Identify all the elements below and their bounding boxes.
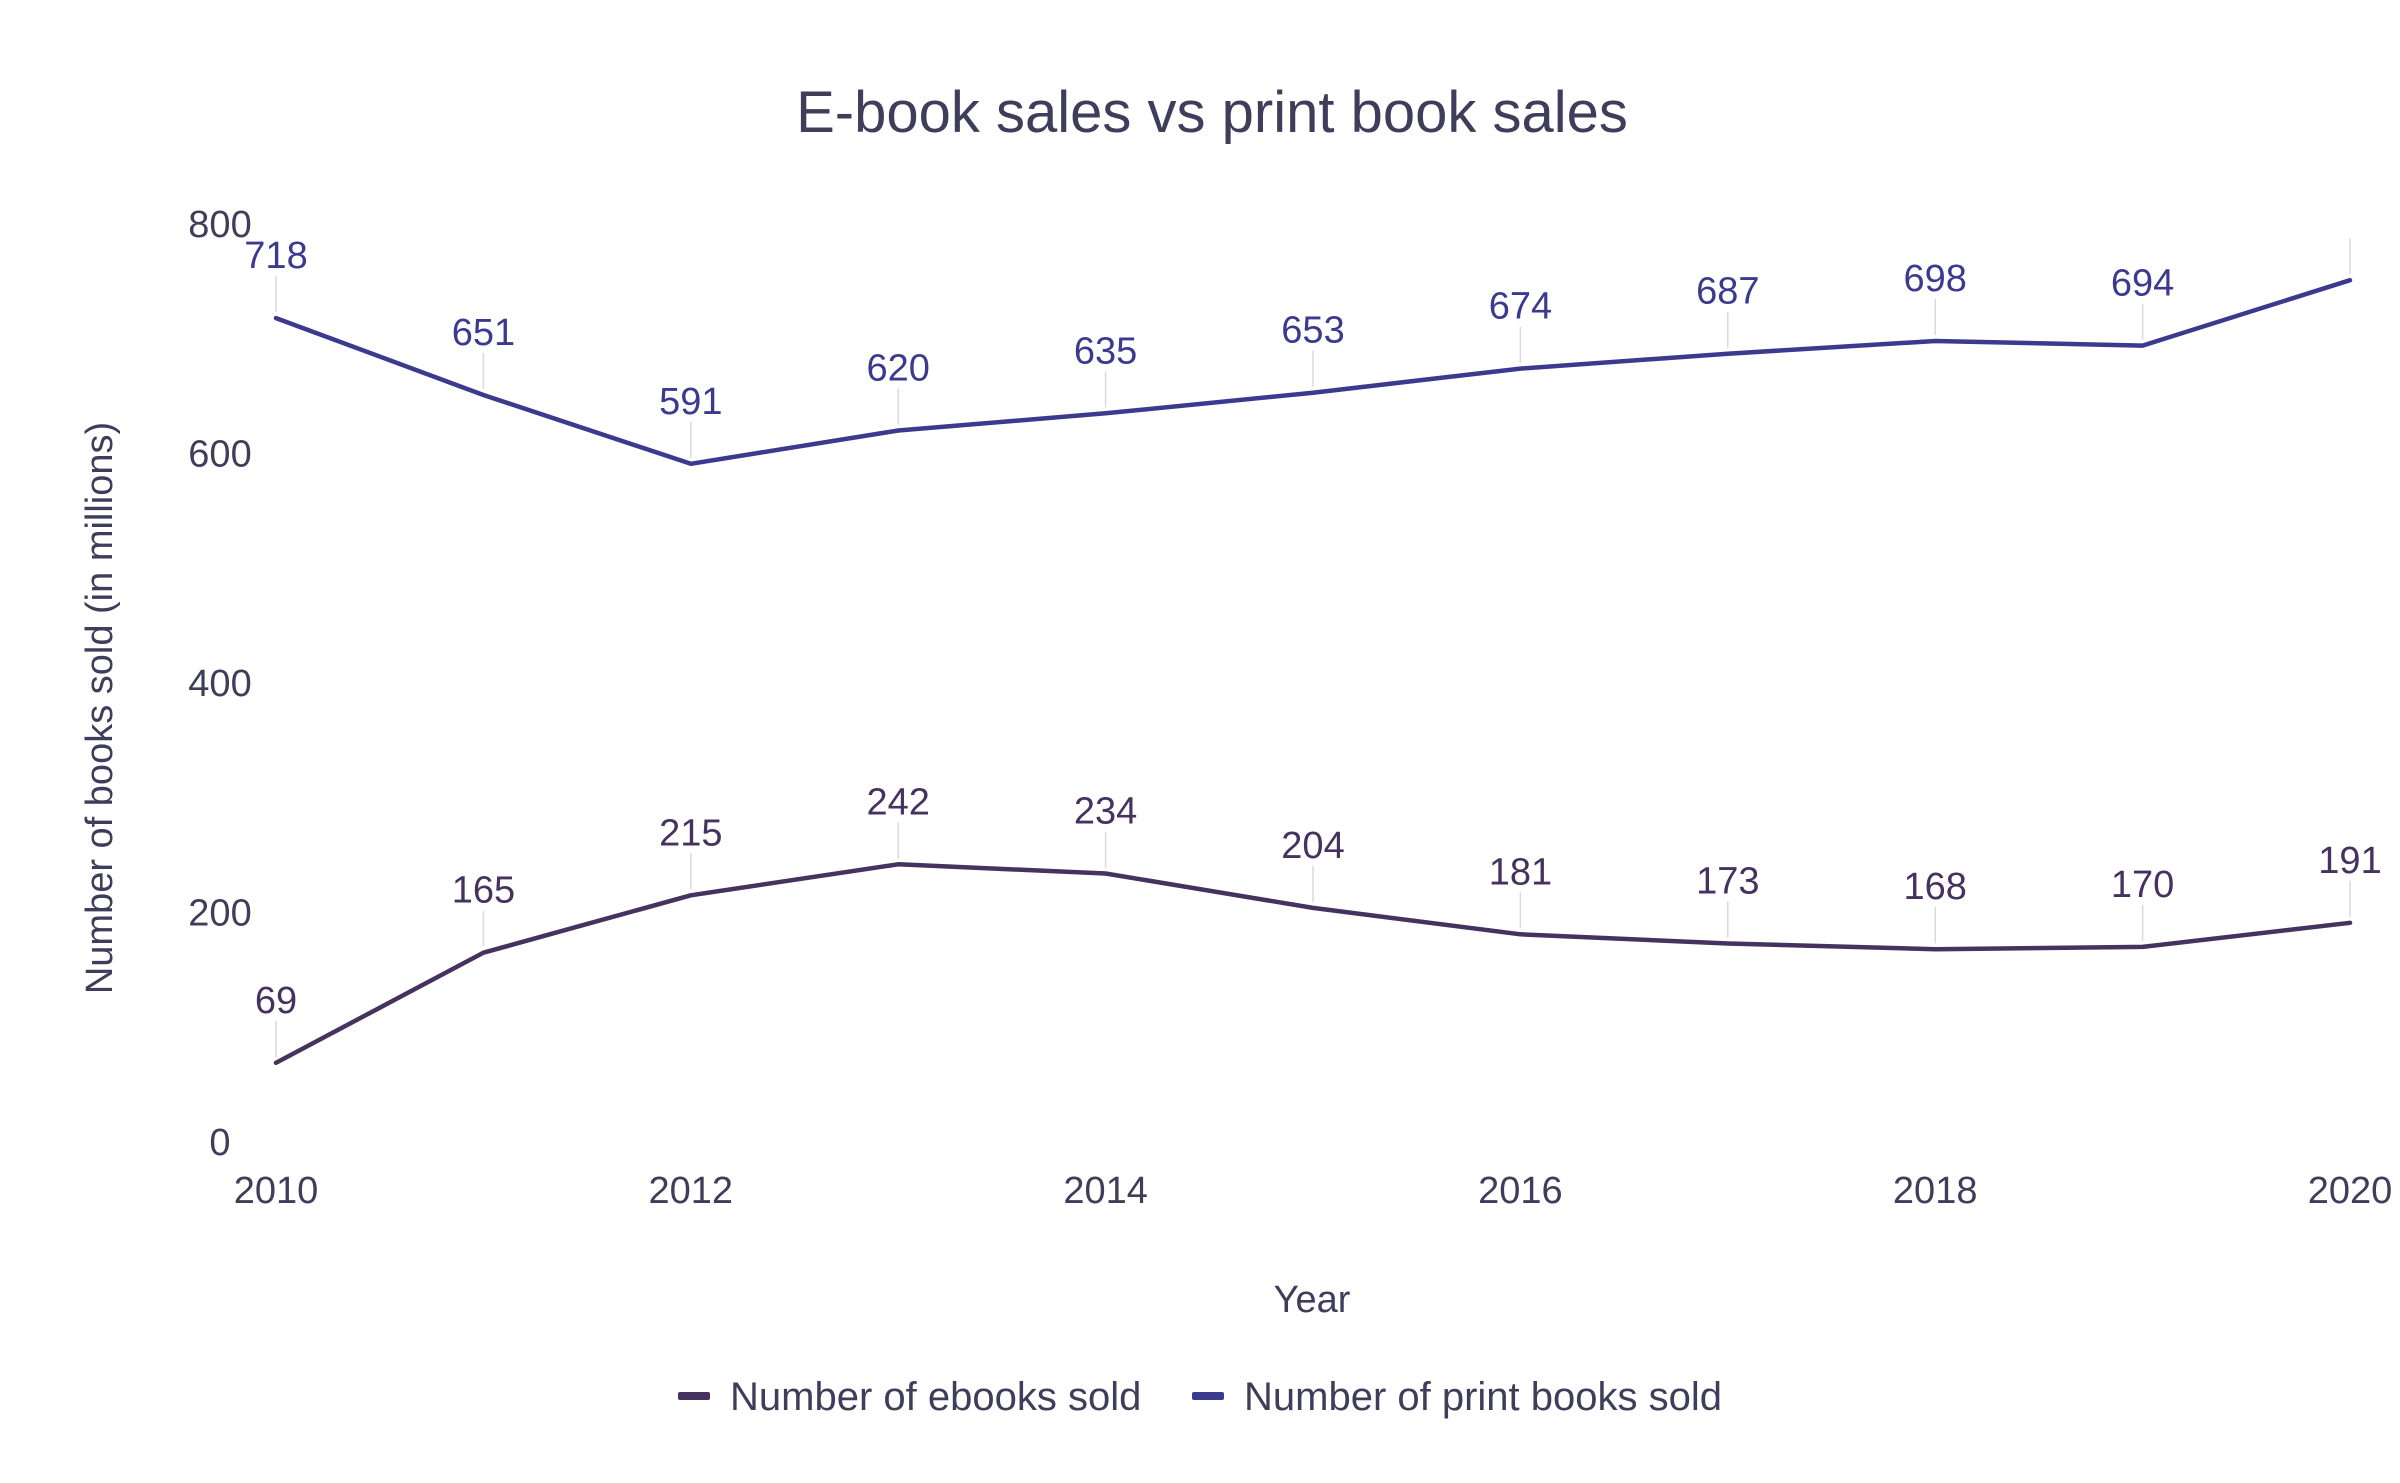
data-label: 242 xyxy=(866,781,929,823)
data-label: 635 xyxy=(1074,330,1137,372)
series-layer xyxy=(273,277,2353,1066)
legend-label-ebooks: Number of ebooks sold xyxy=(730,1375,1141,1419)
data-label: 651 xyxy=(452,312,515,354)
data-label: 168 xyxy=(1903,866,1966,908)
data-label: 591 xyxy=(659,381,722,423)
data-label: 694 xyxy=(2111,263,2174,305)
y-axis-label: Number of books sold (in millions) xyxy=(79,422,121,994)
data-label: 620 xyxy=(866,348,929,390)
data-label: 674 xyxy=(1489,286,1552,328)
x-tick-label: 2016 xyxy=(1478,1170,1563,1212)
y-tick-label: 0 xyxy=(209,1122,230,1164)
chart-title: E-book sales vs print book sales xyxy=(796,80,1628,145)
data-label: 698 xyxy=(1903,258,1966,300)
data-label: 181 xyxy=(1489,851,1552,893)
data-labels: 69 165 215 242 234 204 181 173 168 170 191 718 651 59… xyxy=(244,235,2382,1057)
y-tick-label: 200 xyxy=(188,893,251,935)
data-label: 173 xyxy=(1696,860,1759,902)
data-label: 234 xyxy=(1074,790,1137,832)
legend-label-print-books: Number of print books sold xyxy=(1244,1375,1722,1419)
x-tick-label: 2020 xyxy=(2308,1170,2393,1212)
data-label: 718 xyxy=(244,235,307,277)
x-axis-label: Year xyxy=(1274,1279,1351,1321)
y-axis-ticks: 0 200 400 600 800 xyxy=(188,204,251,1164)
y-tick-label: 400 xyxy=(188,663,251,705)
data-label: 215 xyxy=(659,812,722,854)
x-tick-label: 2010 xyxy=(234,1170,319,1212)
x-axis-ticks: 2010 2012 2014 2016 2018 2020 xyxy=(234,1170,2393,1212)
data-label: 687 xyxy=(1696,271,1759,313)
x-tick-label: 2018 xyxy=(1893,1170,1978,1212)
x-tick-label: 2014 xyxy=(1063,1170,1148,1212)
data-label: 69 xyxy=(255,980,297,1022)
legend-swatch-print-books xyxy=(1192,1392,1224,1400)
x-tick-label: 2012 xyxy=(649,1170,734,1212)
data-label: 170 xyxy=(2111,864,2174,906)
y-tick-label: 600 xyxy=(188,434,251,476)
legend: Number of ebooks sold Number of print bo… xyxy=(678,1375,1722,1419)
y-tick-label: 800 xyxy=(188,204,251,246)
data-label: 191 xyxy=(2318,840,2381,882)
data-label: 204 xyxy=(1281,825,1344,867)
legend-swatch-ebooks xyxy=(678,1392,710,1400)
data-label: 653 xyxy=(1281,310,1344,352)
data-label: 165 xyxy=(452,870,515,912)
